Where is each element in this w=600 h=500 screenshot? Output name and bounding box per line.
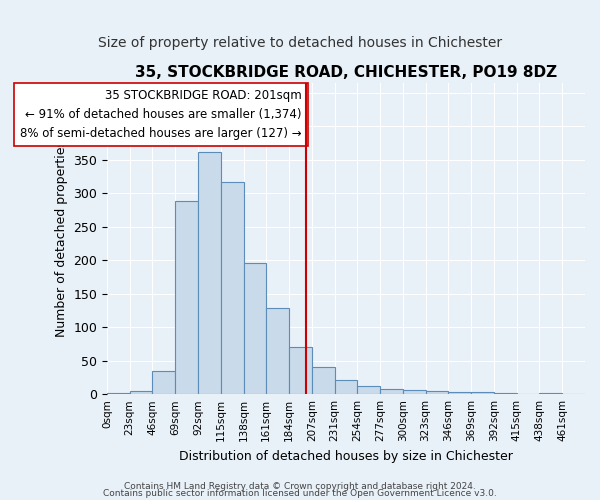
- Bar: [403, 390, 425, 394]
- Bar: [198, 152, 221, 394]
- Bar: [107, 393, 130, 394]
- Bar: [312, 366, 335, 394]
- Bar: [244, 263, 266, 394]
- Bar: [494, 393, 517, 394]
- Title: 35, STOCKBRIDGE ROAD, CHICHESTER, PO19 8DZ: 35, STOCKBRIDGE ROAD, CHICHESTER, PO19 8…: [135, 65, 557, 80]
- Bar: [471, 392, 494, 394]
- Text: Contains HM Land Registry data © Crown copyright and database right 2024.: Contains HM Land Registry data © Crown c…: [124, 482, 476, 491]
- Text: Contains public sector information licensed under the Open Government Licence v3: Contains public sector information licen…: [103, 489, 497, 498]
- Bar: [221, 182, 244, 394]
- Text: Size of property relative to detached houses in Chichester: Size of property relative to detached ho…: [98, 36, 502, 50]
- Text: 35 STOCKBRIDGE ROAD: 201sqm
← 91% of detached houses are smaller (1,374)
8% of s: 35 STOCKBRIDGE ROAD: 201sqm ← 91% of det…: [20, 90, 302, 140]
- X-axis label: Distribution of detached houses by size in Chichester: Distribution of detached houses by size …: [179, 450, 513, 462]
- Bar: [130, 391, 152, 394]
- Bar: [289, 348, 312, 394]
- Bar: [380, 390, 403, 394]
- Bar: [175, 200, 198, 394]
- Y-axis label: Number of detached properties: Number of detached properties: [55, 140, 68, 337]
- Bar: [448, 392, 471, 394]
- Bar: [266, 308, 289, 394]
- Bar: [335, 380, 358, 394]
- Bar: [358, 386, 380, 394]
- Bar: [425, 391, 448, 394]
- Bar: [539, 393, 562, 394]
- Bar: [152, 370, 175, 394]
